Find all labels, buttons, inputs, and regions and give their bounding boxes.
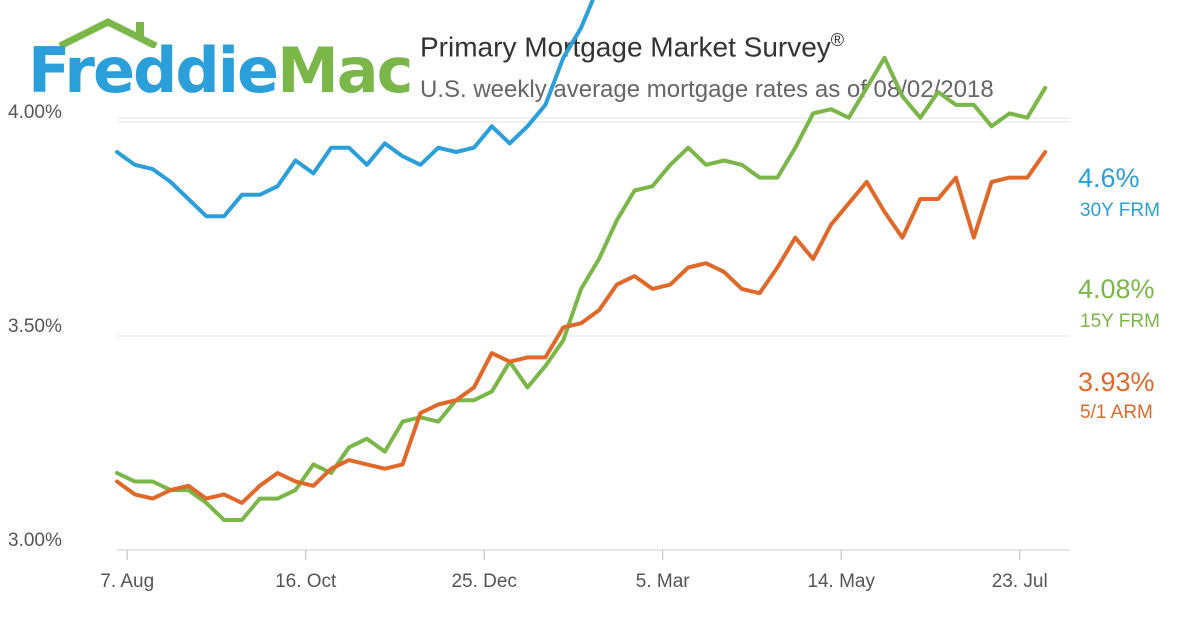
logo-word-freddie: Freddie <box>28 34 279 107</box>
chart-title-text: Primary Mortgage Market Survey <box>420 31 831 63</box>
end-value-15y-frm: 4.08% <box>1078 274 1155 304</box>
series-name-15y-frm: 15Y FRM <box>1080 311 1160 332</box>
y-tick-label: 4.00% <box>8 102 62 123</box>
end-value-30y-frm: 4.6% <box>1078 163 1140 193</box>
house-roof-icon <box>58 18 158 48</box>
y-axis-ticks: 3.00%3.50%4.00%4.50% <box>8 102 62 551</box>
series-lines <box>115 0 1048 522</box>
x-tick-label: 14. May <box>807 571 875 592</box>
freddie-mac-logo: FreddieMac <box>28 18 413 108</box>
logo-word-mac: Mac <box>277 34 413 107</box>
chart-title: Primary Mortgage Market Survey® <box>420 30 844 63</box>
x-tick-label: 5. Mar <box>636 571 691 592</box>
end-value-5-1-arm: 3.93% <box>1078 367 1155 397</box>
y-tick-label: 3.00% <box>8 530 62 551</box>
y-tick-label: 3.50% <box>8 316 62 337</box>
logo-wordmark: FreddieMac <box>28 40 413 102</box>
x-axis: 7. Aug 16. Oct 25. Dec 5. Mar 14. May 23. Jul <box>100 549 1070 592</box>
x-tick-label: 23. Jul <box>992 571 1048 592</box>
registered-mark: ® <box>830 30 845 50</box>
x-tick-label: 7. Aug <box>100 571 154 592</box>
series-name-30y-frm: 30Y FRM <box>1080 200 1160 221</box>
series-line-30y-frm <box>115 0 595 219</box>
series-line-15y-frm <box>115 55 1048 522</box>
x-tick-label: 25. Dec <box>451 571 516 592</box>
x-tick-label: 16. Oct <box>275 571 337 592</box>
series-name-5-1-arm: 5/1 ARM <box>1080 402 1153 423</box>
series-line-5-1-arm <box>115 150 1048 505</box>
gridlines <box>117 117 1070 337</box>
